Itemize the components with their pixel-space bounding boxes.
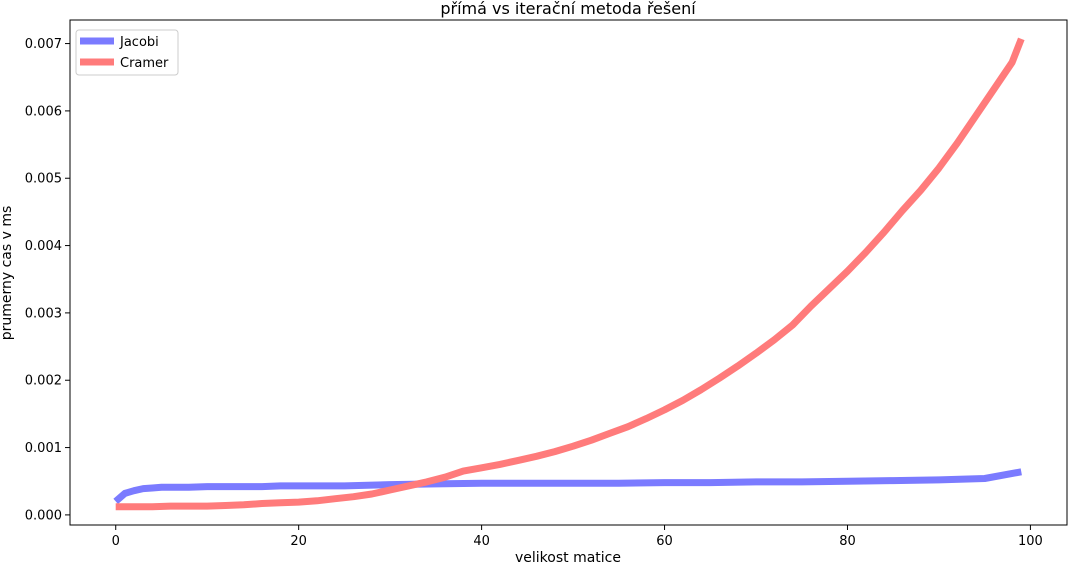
series-line-cramer	[115, 37, 1025, 511]
chart-title: přímá vs iterační metoda řešení	[440, 0, 696, 18]
y-tick-label: 0.001	[25, 441, 62, 456]
y-tick-label: 0.004	[25, 239, 62, 254]
x-tick-label: 80	[839, 534, 856, 549]
x-tick-label: 40	[473, 534, 490, 549]
x-axis-label: velikost matice	[515, 550, 621, 566]
x-tick-label: 0	[112, 534, 120, 549]
legend-label-jacobi: Jacobi	[119, 35, 159, 50]
plot-frame	[69, 19, 1068, 526]
x-tick-label: 100	[1018, 534, 1043, 549]
x-axis: 0 20 40 60 80 100	[112, 525, 1043, 549]
x-tick-label: 20	[290, 534, 307, 549]
y-tick-label: 0.007	[25, 37, 62, 52]
y-tick-label: 0.000	[25, 508, 62, 523]
plot-lines	[113, 37, 1025, 511]
y-tick-label: 0.006	[25, 104, 62, 119]
legend-label-cramer: Cramer	[120, 56, 169, 71]
legend: Jacobi Cramer	[75, 29, 179, 76]
series-line-jacobi	[113, 468, 1022, 505]
y-axis: 0.000 0.001 0.002 0.003 0.004 0.005 0.006 0.007	[25, 37, 70, 523]
y-tick-label: 0.002	[25, 374, 62, 389]
y-tick-label: 0.005	[25, 172, 62, 187]
y-axis-label: prumerny cas v ms	[0, 206, 15, 341]
y-tick-label: 0.003	[25, 306, 62, 321]
x-tick-label: 60	[656, 534, 673, 549]
